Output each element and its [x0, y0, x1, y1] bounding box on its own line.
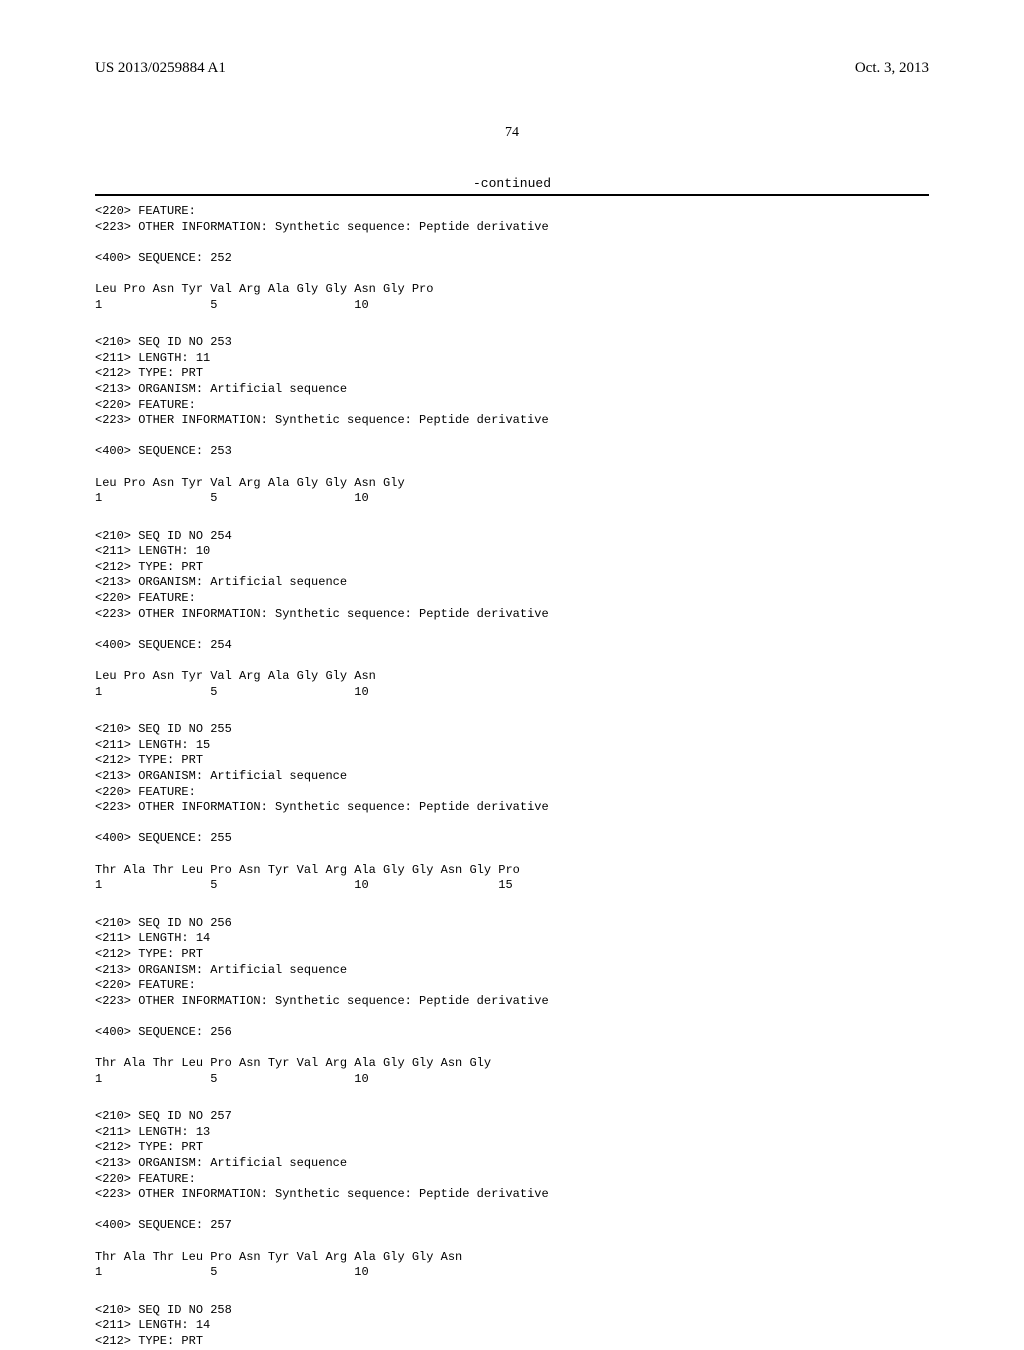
publication-date: Oct. 3, 2013	[855, 60, 929, 77]
sequence-entry: <210> SEQ ID NO 258 <211> LENGTH: 14 <21…	[95, 1303, 929, 1350]
publication-number: US 2013/0259884 A1	[95, 60, 226, 77]
sequence-entry: <210> SEQ ID NO 253 <211> LENGTH: 11 <21…	[95, 335, 929, 507]
sequence-entry: <210> SEQ ID NO 257 <211> LENGTH: 13 <21…	[95, 1109, 929, 1281]
sequence-listing: <220> FEATURE: <223> OTHER INFORMATION: …	[95, 204, 929, 1350]
page-header: US 2013/0259884 A1 Oct. 3, 2013	[95, 60, 929, 77]
horizontal-rule	[95, 194, 929, 196]
sequence-entry: <210> SEQ ID NO 256 <211> LENGTH: 14 <21…	[95, 916, 929, 1088]
sequence-entry: <220> FEATURE: <223> OTHER INFORMATION: …	[95, 204, 929, 313]
sequence-entry: <210> SEQ ID NO 255 <211> LENGTH: 15 <21…	[95, 722, 929, 894]
page-number: 74	[95, 125, 929, 141]
continued-label: -continued	[95, 176, 929, 191]
sequence-entry: <210> SEQ ID NO 254 <211> LENGTH: 10 <21…	[95, 529, 929, 701]
